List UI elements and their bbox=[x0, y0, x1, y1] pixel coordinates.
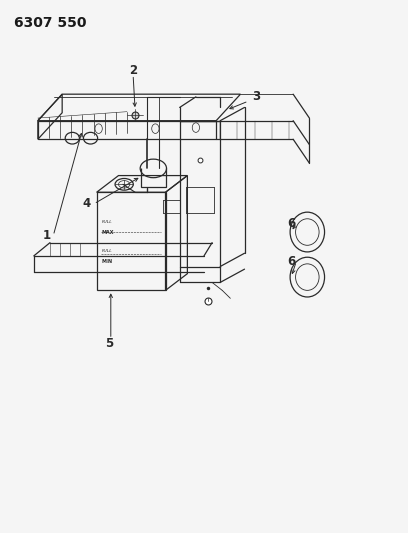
Text: MAX: MAX bbox=[102, 230, 114, 235]
Text: 5: 5 bbox=[104, 337, 113, 350]
Text: 4: 4 bbox=[82, 197, 91, 211]
Text: MIN: MIN bbox=[102, 259, 113, 264]
Text: 6: 6 bbox=[287, 255, 295, 268]
Text: 6: 6 bbox=[287, 216, 295, 230]
Text: 6307 550: 6307 550 bbox=[13, 16, 86, 30]
Text: 3: 3 bbox=[253, 90, 261, 103]
Text: 2: 2 bbox=[129, 64, 137, 77]
Text: FULL: FULL bbox=[102, 220, 112, 224]
Text: FULL: FULL bbox=[102, 249, 112, 253]
Text: 1: 1 bbox=[43, 229, 51, 242]
